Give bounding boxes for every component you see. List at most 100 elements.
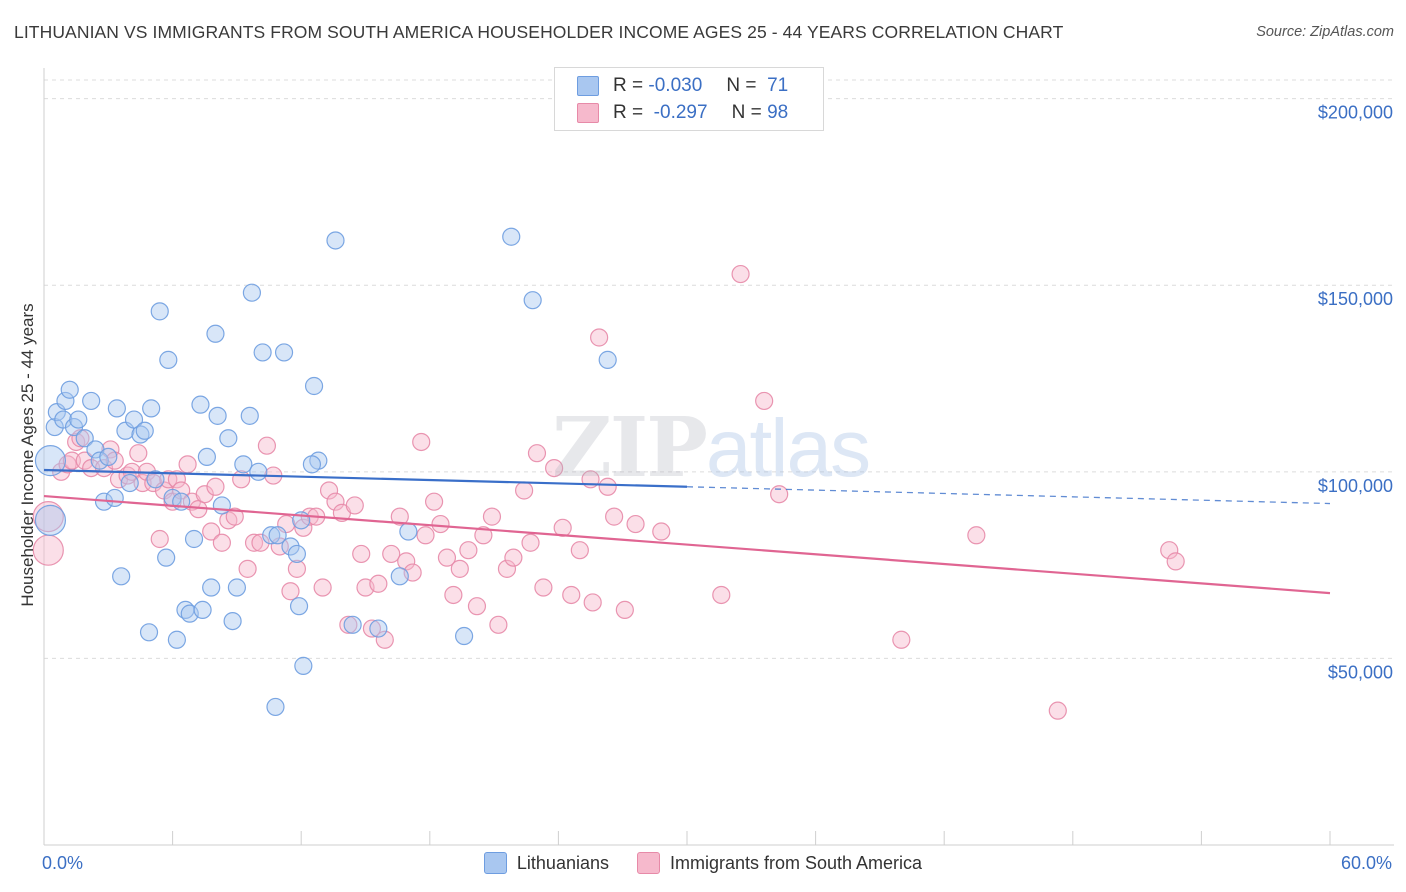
immigrant-point [390,507,409,526]
immigrant-point [75,451,94,470]
trend-lines [43,468,1331,595]
watermark-atlas: atlas [705,403,871,494]
immigrant-point [287,559,307,578]
immigrant-point [416,526,435,545]
lithuanian-point [69,410,88,429]
immigrant-point [244,533,264,552]
legend-item-lithuanians: Lithuanians [483,852,609,874]
correlation-legend: R = -0.030 N = 71 R = -0.297 N = 98 [554,67,824,131]
source-label: Source: ZipAtlas.com [1256,24,1394,40]
immigrant-point [967,526,986,545]
immigrant-point [129,444,148,463]
lithuanian-point [212,496,231,515]
watermark: ZIPatlas [552,400,871,496]
immigrant-point [598,477,617,496]
legend-label-immigrants: Immigrants from South America [669,852,923,873]
legend-swatch-blue [577,76,599,96]
immigrant-point [504,548,523,567]
trend-line-lithuanians [43,468,688,488]
lithuanian-point [139,623,159,642]
immigrant-point [339,615,358,634]
lithuanian-point [142,399,161,418]
lithuanian-point [120,473,139,493]
immigrant-point [206,477,225,496]
immigrant-point [178,455,197,474]
lithuanian-point [302,455,322,474]
immigrant-point [892,630,911,649]
immigrant-point [755,391,774,411]
immigrant-point [497,559,517,578]
lithuanian-point [249,462,268,481]
y-tick-label: $50,000 [1328,662,1393,682]
immigrant-point [313,578,332,597]
immigrant-point [712,585,731,605]
lithuanian-point [105,488,124,508]
immigrant-point [534,578,553,597]
lithuanian-point [287,544,307,564]
lithuanian-point [167,630,186,649]
immigrant-point [1160,541,1179,560]
lithuanian-point [223,611,242,631]
lithuanian-point [227,578,246,597]
lithuanian-point [240,406,259,425]
immigrant-point [294,518,313,537]
lithuanian-point [34,445,67,477]
lithuanian-point [369,619,388,638]
immigrant-point [225,507,244,526]
immigrant-point [605,507,624,526]
immigrant-point [583,593,602,612]
lithuanian-point [184,529,204,549]
lithuanian-point [266,697,285,717]
y-tick-label: $200,000 [1318,103,1393,123]
lithuanian-point [343,615,362,634]
legend-r-value: -0.297 [653,102,708,123]
immigrant-point [570,541,589,560]
lithuanian-point [390,567,409,586]
lithuanian-point [146,470,165,489]
axes [43,68,1394,846]
immigrant-point [251,533,270,552]
lithuanian-point [289,597,309,616]
immigrant-point [319,481,339,500]
trend-line-lithuanians-extrapolated [686,486,1331,505]
lithuanian-point [219,429,238,448]
lithuanian-point [99,447,118,467]
immigrant-point [369,574,388,593]
y-tick-label: $100,000 [1318,476,1393,496]
immigrant-point [382,544,401,564]
lithuanian-point [523,291,542,310]
immigrant-point [412,432,431,452]
legend-n-value: 98 [767,102,789,123]
legend-r-label: R = [613,75,644,96]
immigrant-point [1166,552,1185,571]
lithuanian-point [56,391,75,411]
lithuanian-point [274,343,294,362]
lithuanian-point [157,548,176,567]
lithuanian-point [502,227,521,246]
immigrant-point [167,470,186,489]
lithuanian-point [193,600,212,620]
chart-title: LITHUANIAN VS IMMIGRANTS FROM SOUTH AMER… [14,22,1064,42]
trend-line-immigrants [43,494,1331,595]
lithuanian-point [399,522,418,541]
legend-swatch-immigrants [636,852,660,874]
immigrant-point [521,533,540,552]
lithuanian-point [54,410,73,429]
immigrant-point [71,429,90,448]
lithuanian-point [159,350,178,369]
lithuanian-point [34,504,67,536]
immigrant-point [444,585,463,605]
immigrant-point [731,264,750,284]
immigrant-point [101,440,120,459]
immigrant-point [281,582,300,601]
y-tick-label: $150,000 [1318,289,1393,309]
lithuanian-point [107,399,126,418]
lithuanian-point [135,421,154,440]
immigrant-point [257,436,277,455]
immigrant-point [150,529,169,549]
lithuanian-point [202,578,221,597]
lithuanian-point [294,656,313,675]
immigrant-point [770,485,789,504]
lithuanian-point [253,343,272,362]
